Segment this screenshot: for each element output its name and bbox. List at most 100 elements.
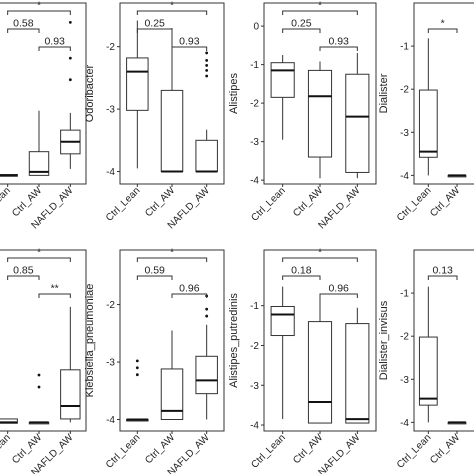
significance-label: 0.59 <box>144 265 165 277</box>
box <box>418 89 438 158</box>
y-tick-label: -4 <box>400 171 409 182</box>
outlier-point <box>205 51 209 55</box>
box <box>60 369 81 420</box>
y-tick-label: -2 <box>400 85 409 96</box>
box <box>345 323 370 424</box>
y-tick-label: -2 <box>106 300 115 311</box>
x-tick-label: Ctrl_Lean <box>395 185 433 223</box>
outlier-point <box>205 307 209 311</box>
box <box>307 321 333 424</box>
significance-bracket <box>427 28 458 33</box>
significance-label: ** <box>51 283 59 295</box>
significance-label: * <box>37 0 41 12</box>
significance-bracket <box>427 275 458 280</box>
y-tick-label: -2 <box>400 332 409 343</box>
significance-label: 0.25 <box>291 18 312 30</box>
y-tick-label: -3 <box>106 105 115 116</box>
significance-bracket <box>7 257 71 262</box>
y-axis-label: Dialister_invisus <box>378 300 390 380</box>
box <box>28 151 50 176</box>
y-tick-label: -3 <box>106 358 115 369</box>
significance-bracket <box>136 10 208 15</box>
y-axis-label: Odoribacter <box>84 64 96 122</box>
significance-label: * <box>170 247 174 259</box>
y-tick-label: -1 <box>250 60 259 71</box>
significance-label: * <box>318 0 322 12</box>
outlier-point <box>205 314 209 318</box>
box <box>126 57 149 111</box>
outlier-point <box>135 359 139 363</box>
outlier-point <box>205 59 209 62</box>
y-tick-label: -2 <box>250 341 259 352</box>
significance-label: * <box>170 0 174 12</box>
y-tick-label: -2 <box>106 42 115 53</box>
significance-bracket <box>38 293 71 298</box>
significance-label: 0.96 <box>328 283 349 295</box>
significance-label: * <box>318 247 322 259</box>
outlier-point <box>135 366 139 370</box>
outlier-point <box>68 56 72 60</box>
box <box>195 355 218 395</box>
y-tick-label: -3 <box>250 137 259 148</box>
box <box>270 62 295 98</box>
y-tick-label: -2 <box>250 99 259 110</box>
significance-bracket <box>38 46 71 51</box>
significance-bracket <box>7 275 40 280</box>
x-tick-label: Ctrl_Lean <box>249 432 287 470</box>
y-tick-label: -4 <box>250 421 259 432</box>
significance-label: * <box>441 18 445 30</box>
y-axis-label: Dialister <box>378 73 390 113</box>
significance-label: * <box>37 247 41 259</box>
significance-bracket <box>282 28 321 33</box>
x-tick-label: Ctrl_Lean <box>0 185 13 223</box>
significance-label: 0.18 <box>291 265 312 277</box>
y-tick-label: -4 <box>106 415 115 426</box>
x-tick-label: Ctrl_Lean <box>104 432 142 470</box>
outlier-point <box>37 373 41 377</box>
y-tick-label: -4 <box>250 176 259 187</box>
box <box>270 305 295 337</box>
y-tick-label: 0 <box>253 22 259 33</box>
significance-bracket <box>7 10 71 15</box>
significance-label: 0.13 <box>432 265 453 277</box>
significance-bracket <box>282 257 358 262</box>
box <box>418 336 438 406</box>
significance-bracket <box>7 28 40 33</box>
y-axis-label: Klebsiella_pneumoniae <box>84 284 96 398</box>
y-tick-label: -3 <box>400 375 409 386</box>
outlier-point <box>68 20 72 24</box>
outlier-point <box>135 373 139 377</box>
x-tick-label: NAFLD_AW <box>316 432 362 474</box>
significance-bracket <box>319 293 358 298</box>
box <box>195 139 218 173</box>
y-tick-label: -1 <box>400 42 409 53</box>
x-tick-label: Ctrl_Lean <box>249 185 287 223</box>
significance-bracket <box>136 28 173 33</box>
y-tick-label: -3 <box>400 128 409 139</box>
outlier-point <box>205 74 209 78</box>
significance-label: 0.85 <box>13 265 34 277</box>
x-tick-label: Ctrl_AW <box>291 185 325 219</box>
significance-bracket <box>319 46 358 51</box>
y-tick-label: -4 <box>400 418 409 429</box>
y-axis-label: Alistipes <box>228 73 240 114</box>
x-tick-label: Ctrl_AW <box>428 432 462 466</box>
y-tick-label: -3 <box>250 381 259 392</box>
x-tick-label: Ctrl_Lean <box>0 432 13 470</box>
significance-label: 0.93 <box>328 36 349 48</box>
x-tick-label: Ctrl_Lean <box>104 185 142 223</box>
significance-label: 0.93 <box>44 36 65 48</box>
significance-label: 0.93 <box>179 36 200 48</box>
panel-6: -2 -3 -4 Klebsiella_pneumoniae Ctrl_Lean Ctrl… <box>84 247 225 474</box>
significance-bracket <box>171 293 208 298</box>
x-tick-label: Ctrl_AW <box>428 185 462 219</box>
significance-bracket <box>136 275 173 280</box>
x-tick-label: Ctrl_AW <box>143 185 177 219</box>
y-tick-label: -1 <box>400 289 409 300</box>
x-tick-label: Ctrl_AW <box>143 432 177 466</box>
